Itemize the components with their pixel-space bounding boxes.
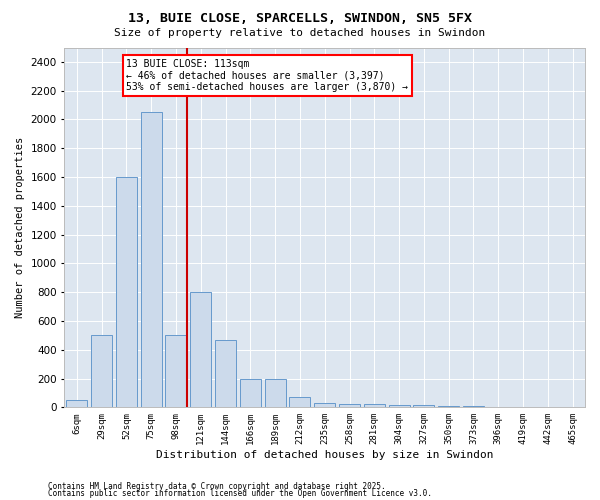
Bar [215,340,236,407]
Bar [190,292,211,408]
Bar [463,406,484,407]
Bar [364,404,385,407]
Bar [512,406,533,408]
Text: 13, BUIE CLOSE, SPARCELLS, SWINDON, SN5 5FX: 13, BUIE CLOSE, SPARCELLS, SWINDON, SN5 … [128,12,472,26]
Bar [314,403,335,407]
Text: 13 BUIE CLOSE: 113sqm
← 46% of detached houses are smaller (3,397)
53% of semi-d: 13 BUIE CLOSE: 113sqm ← 46% of detached … [127,59,409,92]
Bar [389,405,410,407]
Bar [265,380,286,407]
Bar [488,406,509,408]
Bar [562,406,583,408]
Text: Contains HM Land Registry data © Crown copyright and database right 2025.: Contains HM Land Registry data © Crown c… [48,482,386,491]
Y-axis label: Number of detached properties: Number of detached properties [15,137,25,318]
Bar [67,400,88,407]
X-axis label: Distribution of detached houses by size in Swindon: Distribution of detached houses by size … [156,450,493,460]
Bar [438,406,459,407]
Bar [91,336,112,407]
Bar [140,112,162,408]
Bar [339,404,360,407]
Bar [289,396,310,407]
Text: Contains public sector information licensed under the Open Government Licence v3: Contains public sector information licen… [48,489,432,498]
Bar [537,406,559,408]
Bar [413,405,434,407]
Bar [240,378,261,408]
Text: Size of property relative to detached houses in Swindon: Size of property relative to detached ho… [115,28,485,38]
Bar [116,177,137,408]
Bar [166,336,187,407]
